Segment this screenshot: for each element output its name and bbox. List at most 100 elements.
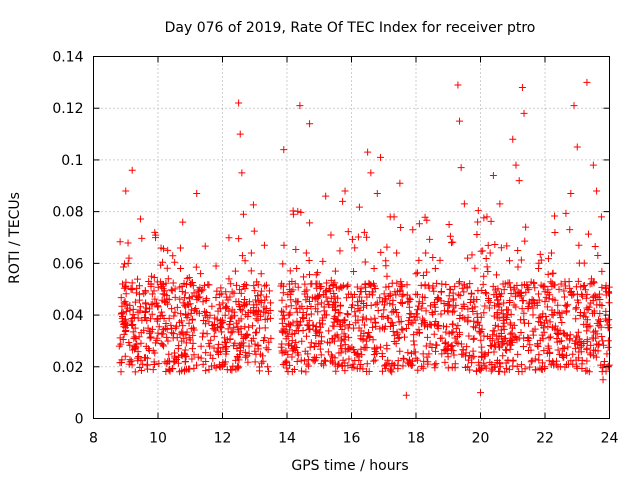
- data-point-cloud: [384, 356, 392, 364]
- data-point-cloud: [540, 347, 548, 355]
- data-point-cloud: [323, 279, 331, 287]
- data-point: [241, 257, 249, 265]
- data-point-cloud: [241, 280, 249, 288]
- data-point-cloud: [350, 324, 358, 332]
- data-point-cloud: [182, 339, 190, 347]
- data-point-cloud: [142, 313, 150, 321]
- data-point-cloud: [152, 234, 160, 242]
- data-point-cloud: [279, 260, 287, 268]
- data-point-cloud: [595, 316, 602, 324]
- data-point-cloud: [147, 328, 155, 336]
- data-point-cloud: [482, 290, 490, 298]
- data-point-cloud: [294, 327, 302, 335]
- data-point-cloud: [477, 336, 485, 344]
- data-point-cloud: [490, 312, 498, 320]
- data-point-cloud: [457, 340, 465, 348]
- data-point-cloud: [292, 246, 300, 254]
- data-point-cloud: [466, 298, 474, 306]
- data-point-cloud: [549, 270, 557, 278]
- data-point-cloud: [300, 357, 308, 365]
- data-point: [531, 355, 539, 363]
- data-point-cloud: [535, 314, 543, 322]
- data-point-cloud: [574, 341, 582, 349]
- data-point-cloud: [198, 287, 206, 295]
- data-point-cloud: [604, 337, 612, 345]
- data-point-cloud: [474, 318, 482, 326]
- data-point-cloud: [394, 361, 402, 369]
- data-point-cloud: [251, 358, 259, 366]
- data-point-cloud: [303, 286, 311, 294]
- data-point-cloud: [437, 310, 445, 318]
- data-point-cloud: [226, 318, 234, 326]
- data-point-cloud: [222, 302, 230, 310]
- data-point-cloud: [571, 344, 579, 352]
- data-point-cloud: [383, 341, 391, 349]
- data-point-cloud: [480, 309, 488, 317]
- data-point-cloud: [399, 362, 407, 370]
- data-point-cloud: [524, 305, 532, 313]
- data-point-cloud: [302, 332, 310, 340]
- data-point-cloud: [429, 310, 437, 318]
- data-point-cloud: [557, 314, 565, 322]
- data-point-cloud: [358, 351, 366, 359]
- data-point-cloud: [444, 364, 452, 372]
- data-point-cloud: [382, 262, 390, 270]
- data-point: [506, 257, 514, 265]
- data-point-cloud: [387, 318, 395, 326]
- data-point-cloud: [409, 357, 417, 365]
- data-point-cloud: [473, 313, 481, 321]
- data-point-cloud: [192, 304, 200, 312]
- data-point-cloud: [135, 290, 143, 298]
- data-point-cloud: [437, 288, 445, 296]
- data-point-cloud: [337, 342, 345, 350]
- data-point-cloud: [451, 360, 459, 368]
- data-point-cloud: [568, 291, 576, 299]
- data-point-cloud: [132, 289, 140, 297]
- data-point: [222, 288, 230, 296]
- data-point-cloud: [330, 337, 338, 345]
- data-point-cloud: [390, 338, 398, 346]
- data-point-cloud: [136, 307, 144, 315]
- data-point-cloud: [581, 286, 589, 294]
- data-point-cloud: [594, 293, 602, 301]
- data-point-cloud: [561, 282, 569, 290]
- data-point-cloud: [199, 298, 207, 306]
- data-point-cloud: [278, 340, 286, 348]
- data-point-cloud: [415, 256, 423, 264]
- data-point-cloud: [343, 294, 351, 302]
- data-point-cloud: [593, 330, 601, 338]
- data-point: [483, 213, 491, 221]
- data-point-cloud: [162, 319, 170, 327]
- data-point-cloud: [129, 328, 137, 336]
- data-point-cloud: [253, 328, 261, 336]
- data-point-cloud: [136, 364, 144, 372]
- data-point-cloud: [313, 280, 321, 288]
- y-tick-label: 0.04: [52, 308, 83, 324]
- data-point-cloud: [205, 366, 213, 374]
- data-point-cloud: [476, 329, 484, 337]
- data-point-cloud: [297, 367, 305, 375]
- data-point-cloud: [336, 309, 344, 317]
- data-point: [489, 171, 497, 179]
- data-point-cloud: [302, 368, 310, 376]
- data-point: [231, 267, 239, 275]
- data-point-cloud: [395, 318, 403, 326]
- data-point-cloud: [290, 345, 298, 353]
- data-point-cloud: [178, 317, 186, 325]
- data-point-cloud: [587, 341, 595, 349]
- data-point-cloud: [162, 279, 170, 287]
- data-point-cloud: [495, 314, 503, 322]
- data-point-cloud: [446, 232, 454, 240]
- data-point-cloud: [181, 289, 189, 297]
- data-point-cloud: [343, 310, 351, 318]
- data-point: [567, 190, 575, 198]
- data-point-cloud: [352, 312, 360, 320]
- data-point: [331, 267, 339, 275]
- data-point-cloud: [187, 280, 195, 288]
- data-point-cloud: [598, 283, 606, 291]
- data-point: [460, 200, 468, 208]
- data-point: [338, 345, 346, 353]
- data-point-cloud: [535, 259, 543, 267]
- data-point-cloud: [122, 290, 130, 298]
- data-point-cloud: [478, 286, 486, 294]
